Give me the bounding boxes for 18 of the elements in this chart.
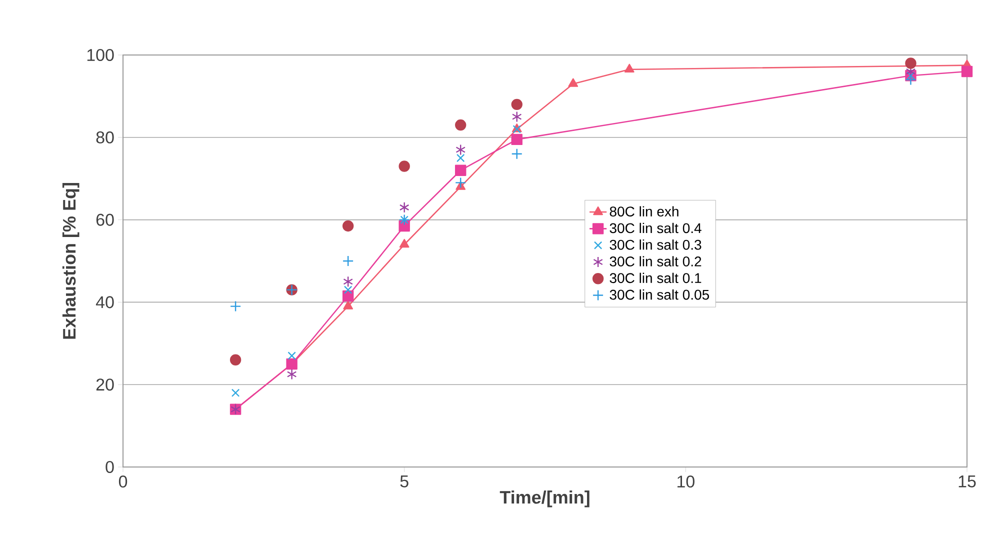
y-tick-label: 40 — [96, 296, 114, 308]
x-tick-label: 10 — [678, 476, 694, 488]
legend-label: 80C lin exh — [610, 206, 678, 216]
legend-label: 30C lin salt 0.2 — [610, 256, 702, 266]
y-tick-label: 20 — [96, 378, 114, 391]
x-axis-title: Time/[min] — [500, 490, 590, 508]
x-tick-label: 0 — [118, 476, 128, 488]
legend-label: 30C lin salt 0.1 — [610, 272, 702, 284]
y-tick-label: 100 — [87, 48, 114, 62]
y-tick-label: 60 — [96, 214, 114, 226]
legend-label: 30C lin salt 0.3 — [610, 240, 702, 250]
y-tick-label: 0 — [106, 460, 114, 474]
legend-label: 30C lin salt 0.4 — [610, 222, 702, 234]
legend-label: 30C lin salt 0.05 — [610, 289, 710, 300]
x-tick-label: 15 — [958, 476, 976, 488]
y-tick-label: 80 — [96, 131, 114, 144]
y-axis-title: Exhaustion [% Eq] — [62, 183, 80, 339]
x-tick-label: 5 — [400, 476, 408, 488]
